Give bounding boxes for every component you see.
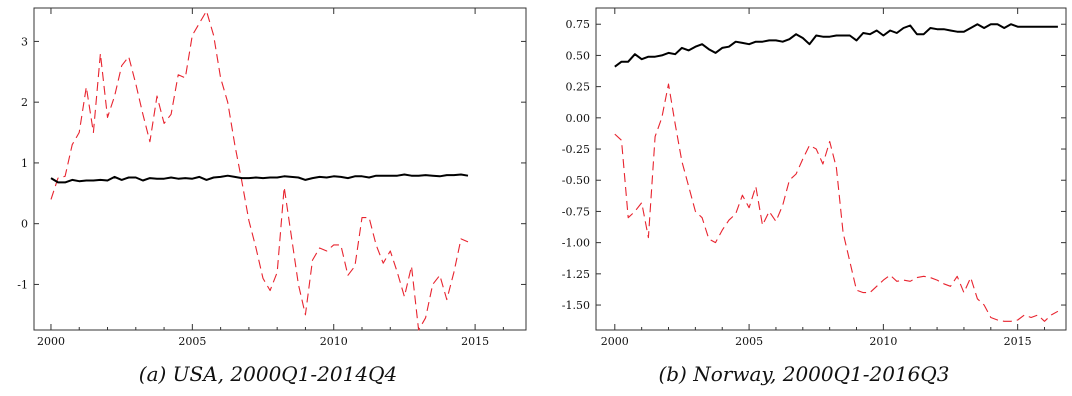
- y-tick-label: 1: [21, 157, 28, 170]
- y-tick-label: -1: [17, 278, 28, 291]
- plot-frame: [33, 7, 527, 331]
- x-tick-label: 2000: [601, 335, 629, 348]
- y-tick-label: 0.75: [566, 18, 591, 31]
- y-tick-label: 0: [21, 218, 28, 231]
- x-tick-label: 2005: [178, 335, 206, 348]
- y-tick-label: 0.50: [566, 49, 591, 62]
- x-tick-label: 2015: [1004, 335, 1032, 348]
- plot-frame: [595, 7, 1067, 331]
- y-tick-label: -0.25: [562, 143, 590, 156]
- x-tick-label: 2010: [869, 335, 897, 348]
- x-tick-label: 2010: [320, 335, 348, 348]
- chart-panel-usa: -1 0 1 2 3 2000 2005 2010 2015 (a) USA, 2000Q1-2…: [17, 7, 527, 386]
- usa-line-chart: -1 0 1 2 3 2000 2005 2010 2015: [17, 7, 527, 348]
- y-tick-label: -1.00: [562, 237, 590, 250]
- y-tick-label: 3: [21, 35, 28, 48]
- x-tick-label: 2015: [461, 335, 489, 348]
- series-line-dashed: [614, 83, 1059, 322]
- y-tick-label: 2: [21, 96, 28, 109]
- y-tick-label: 0.25: [566, 81, 591, 94]
- norway-line-chart: -1.50 -1.25 -1.00 -0.75 -0.50 -0.25 0.00 0.25 0.…: [562, 7, 1067, 348]
- x-tick-label: 2000: [37, 335, 65, 348]
- y-tick-label: -1.25: [562, 268, 590, 281]
- x-tick-label: 2005: [735, 335, 763, 348]
- y-tick-label: 0.00: [566, 112, 591, 125]
- y-tick-label: -0.75: [562, 205, 590, 218]
- caption-norway: (b) Norway, 2000Q1-2016Q3: [658, 362, 950, 386]
- chart-panel-norway: -1.50 -1.25 -1.00 -0.75 -0.50 -0.25 0.00 0.25 0.…: [536, 0, 1072, 396]
- series-line-dashed: [50, 10, 469, 331]
- series-line-solid: [614, 23, 1058, 68]
- caption-usa: (a) USA, 2000Q1-2014Q4: [138, 362, 398, 386]
- y-tick-label: -1.50: [562, 299, 590, 312]
- series-line-solid: [50, 173, 469, 184]
- y-tick-label: -0.50: [562, 174, 590, 187]
